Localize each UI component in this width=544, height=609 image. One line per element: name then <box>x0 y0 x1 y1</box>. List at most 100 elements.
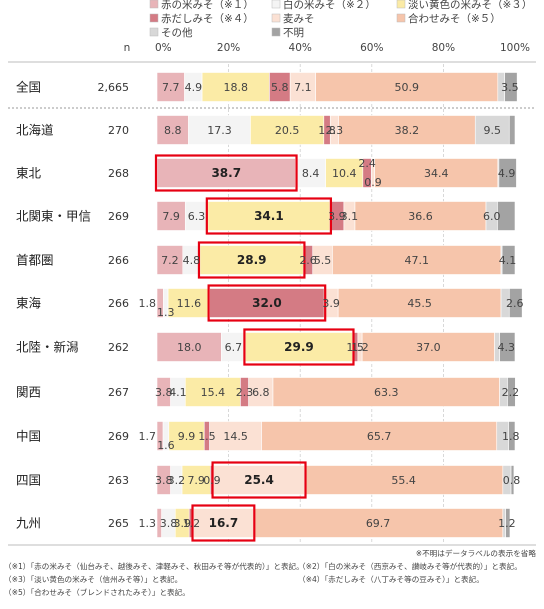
value-label: 3.8 <box>155 474 173 487</box>
row-label: 北陸・新潟 <box>16 340 79 355</box>
row-label: 全国 <box>16 80 41 95</box>
bar-segment <box>248 377 274 407</box>
value-label: 34.4 <box>424 167 449 180</box>
row-label: 関西 <box>16 385 41 400</box>
value-label: 14.5 <box>223 430 248 443</box>
bar-segment <box>156 332 222 362</box>
legend-swatch <box>271 13 281 23</box>
footnote: （※3）「淡い黄色の米みそ（信州みそ等）」と表記。 <box>4 574 182 584</box>
value-label: 37.0 <box>416 341 441 354</box>
value-label: 1.8 <box>139 297 157 310</box>
bar-segment <box>289 72 316 102</box>
value-label: 4.8 <box>183 254 201 267</box>
value-label: 8.8 <box>164 124 182 137</box>
value-label: 7.9 <box>187 474 205 487</box>
x-axis: n 0% 20% 40% 60% 80% 100% <box>124 42 530 54</box>
bar-segment <box>505 508 511 538</box>
bar-segment <box>361 332 495 362</box>
value-label: 16.7 <box>209 516 239 530</box>
bar-segment <box>295 158 326 188</box>
x-tick-label: 40% <box>289 42 312 54</box>
bar-segment <box>507 377 516 407</box>
bar-segment <box>508 115 516 145</box>
n-value: 267 <box>108 386 129 399</box>
highlight-box <box>154 154 298 192</box>
highlight-box <box>191 504 256 542</box>
value-label: 0.8 <box>503 474 521 487</box>
value-label: 69.7 <box>366 517 391 530</box>
value-label: 18.8 <box>224 81 249 94</box>
value-label: 38.2 <box>395 124 420 137</box>
row-label: 東北 <box>16 166 42 181</box>
value-label: 3.8 <box>155 386 173 399</box>
value-label: 1.6 <box>157 439 175 452</box>
row-label: 東海 <box>16 296 42 311</box>
legend-label: 麦みそ <box>283 13 315 25</box>
n-value: 269 <box>108 430 129 443</box>
row-label: 九州 <box>16 516 41 531</box>
footnote: （※4）「赤だしみそ（八丁みそ等の豆みそ）」と表記。 <box>298 574 484 584</box>
n-value: 266 <box>108 297 129 310</box>
value-label: 6.8 <box>252 386 270 399</box>
legend-swatch <box>149 0 159 9</box>
value-label: 4.1 <box>499 254 517 267</box>
bar-segment <box>245 332 353 362</box>
value-label: 7.2 <box>161 254 179 267</box>
x-tick-label: 100% <box>500 42 530 54</box>
bar-segment <box>156 158 296 188</box>
legend-swatch <box>271 0 281 9</box>
bar-segment <box>374 158 499 188</box>
value-label: 2.2 <box>502 386 520 399</box>
bar-segment <box>354 201 487 231</box>
value-label: 2.3 <box>326 124 344 137</box>
bar-segment <box>474 115 510 145</box>
bar-segment <box>508 288 523 318</box>
value-label: 7.7 <box>162 81 180 94</box>
value-label: 3.5 <box>501 81 519 94</box>
x-tick-label: 20% <box>217 42 240 54</box>
value-label: 20.5 <box>275 124 300 137</box>
value-label: 4.3 <box>498 341 516 354</box>
bar-segment <box>253 508 504 538</box>
footnote: （※1）「赤の米みそ（仙台みそ、越後みそ、津軽みそ、秋田みそ等が代表的）」と表記… <box>4 561 304 571</box>
n-value: 262 <box>108 341 129 354</box>
bar-segment <box>272 377 500 407</box>
n-value: 265 <box>108 517 129 530</box>
value-label: 2.4 <box>358 157 376 170</box>
value-label: 1.5 <box>198 430 216 443</box>
value-label: 17.3 <box>207 124 232 137</box>
bars <box>154 72 523 542</box>
value-label: 0.9 <box>364 176 382 189</box>
value-label: 25.4 <box>244 473 274 487</box>
legend-swatch <box>271 27 281 37</box>
bar-segment <box>156 72 185 102</box>
footnote: （※2）「白の米みそ（西京みそ、讃岐みそ等が代表的）」と表記。 <box>298 561 522 571</box>
value-label: 11.6 <box>177 297 202 310</box>
n-value: 268 <box>108 167 129 180</box>
value-label: 1.3 <box>139 517 157 530</box>
legend-label: 白の米みそ（※２） <box>283 0 376 11</box>
value-label: 50.9 <box>394 81 419 94</box>
legend-swatch <box>396 13 406 23</box>
legend: 赤の米みそ（※１） 白の米みそ（※２） 淡い黄色の米みそ（※３） 赤だしみそ（※４） 麦… <box>149 0 532 39</box>
value-label: 6.0 <box>483 210 501 223</box>
x-tick-label: 60% <box>360 42 383 54</box>
value-label: 1.2 <box>183 517 201 530</box>
legend-label: 不明 <box>283 27 304 39</box>
bar-segment <box>508 421 516 451</box>
bar-segment <box>504 72 518 102</box>
value-label: 36.6 <box>408 210 433 223</box>
value-label: 28.9 <box>237 253 267 267</box>
value-label: 29.9 <box>284 340 314 354</box>
value-label: 6.7 <box>225 341 243 354</box>
bar-segment <box>338 115 476 145</box>
value-label: 15.4 <box>201 386 226 399</box>
bar-segment <box>156 201 186 231</box>
value-label: 9.9 <box>178 430 196 443</box>
value-label: 3.2 <box>168 474 186 487</box>
value-label: 5.8 <box>271 81 289 94</box>
x-tick-label: 80% <box>432 42 455 54</box>
value-label: 2.6 <box>506 297 524 310</box>
value-label: 63.3 <box>374 386 399 399</box>
